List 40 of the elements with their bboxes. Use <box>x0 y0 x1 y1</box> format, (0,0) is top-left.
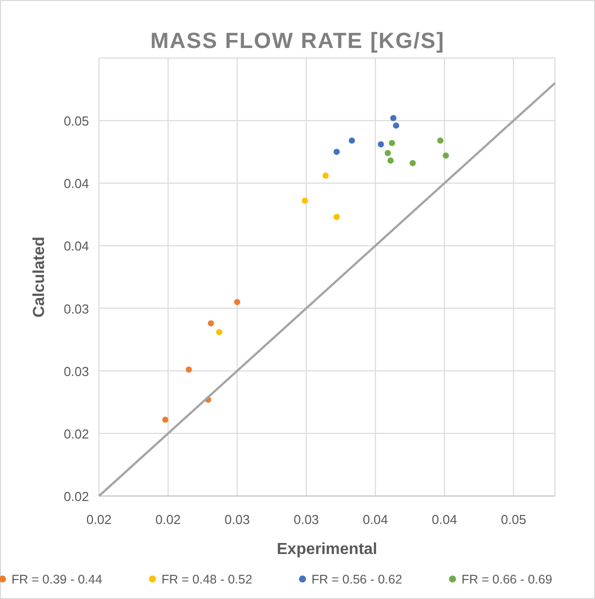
y-tick-label: 0.02 <box>64 489 89 504</box>
point <box>378 141 384 148</box>
y-tick-label: 0.04 <box>64 238 89 254</box>
x-tick-label: 0.04 <box>432 512 458 527</box>
x-axis-title: Experimental <box>276 541 378 558</box>
point <box>334 148 340 155</box>
point <box>387 158 394 164</box>
point <box>437 138 444 144</box>
point <box>302 198 308 204</box>
y-tick-label: 0.05 <box>64 114 89 129</box>
legend-label: FR = 0.39 - 0.44 <box>12 572 102 586</box>
legend-label: FR = 0.66 - 0.69 <box>462 572 552 586</box>
y-tick-label: 0.03 <box>64 364 89 379</box>
x-tick-label: 0.03 <box>294 512 319 527</box>
point <box>216 328 222 336</box>
x-tick-label: 0.02 <box>86 512 112 527</box>
point <box>388 140 396 146</box>
chart-title: MASS FLOW RATE [KG/S] <box>150 28 445 53</box>
point <box>162 416 168 423</box>
y-axis-title: Calculated <box>31 236 48 318</box>
y-tick-label: 0.02 <box>64 426 89 442</box>
x-tick-label: 0.02 <box>155 512 181 527</box>
point <box>348 138 355 144</box>
x-tick-label: 0.04 <box>362 512 388 527</box>
legend-label: FR = 0.56 - 0.62 <box>312 572 402 586</box>
point <box>186 366 192 373</box>
point <box>410 160 416 166</box>
y-tick-label: 0.04 <box>64 176 89 192</box>
y-tick-label: 0.03 <box>64 301 89 316</box>
point <box>234 298 240 306</box>
x-tick-label: 0.03 <box>224 512 250 527</box>
point <box>334 214 340 220</box>
point <box>442 152 449 159</box>
point <box>390 114 396 122</box>
legend-label: FR = 0.48 - 0.52 <box>162 572 252 586</box>
x-tick-label: 0.05 <box>500 512 526 527</box>
point <box>322 172 329 179</box>
point <box>393 122 400 129</box>
point <box>208 320 214 326</box>
point <box>384 150 391 156</box>
